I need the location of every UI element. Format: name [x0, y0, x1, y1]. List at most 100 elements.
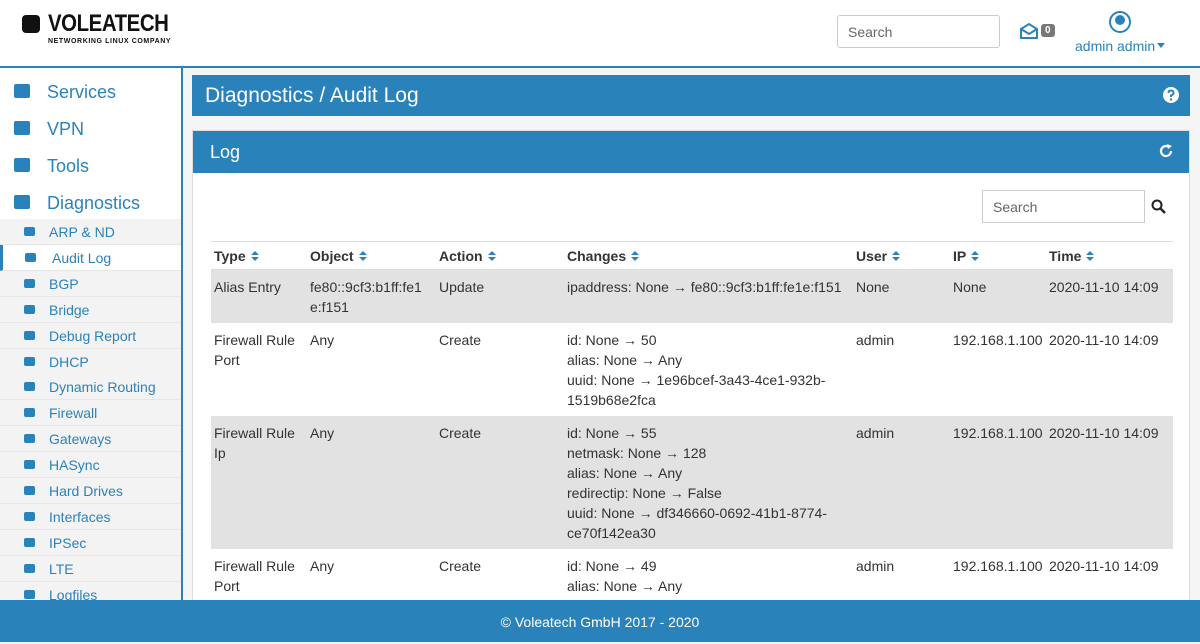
column-label: IP	[953, 247, 967, 264]
nav-item[interactable]: Firewall	[0, 400, 181, 427]
panel-header: Log	[193, 131, 1189, 173]
column-label: Changes	[567, 247, 627, 264]
cell: Firewall Rule Port	[214, 558, 295, 594]
cell: 2020-11-10 14:09	[1046, 269, 1173, 323]
nav-item[interactable]: Audit Log	[0, 244, 181, 271]
cell: Create	[439, 332, 482, 348]
cell: Firewall Rule Ip	[211, 416, 307, 549]
nav-icon	[24, 537, 35, 547]
nav-item[interactable]: ARP & ND	[0, 219, 181, 245]
cell: Update	[436, 269, 564, 323]
log-row: Alias Entry fe80::9cf3:b1ff:fe1e:f151 Upda…	[211, 269, 1173, 323]
cell: admin	[856, 558, 895, 574]
nav-icon	[14, 158, 30, 172]
cell: Firewall Rule Port	[214, 332, 295, 368]
cell: Any	[310, 558, 335, 574]
user-menu[interactable]: admin admin	[1075, 38, 1156, 54]
nav-icon	[24, 434, 35, 444]
nav-icon	[24, 589, 35, 599]
panel-title: Log	[210, 142, 241, 162]
change-line: alias: None → Any	[567, 578, 683, 594]
search-input[interactable]: Search	[837, 15, 1000, 48]
column-label: Object	[310, 247, 354, 264]
column-header[interactable]: Time	[1046, 241, 1173, 270]
nav-icon	[14, 84, 30, 98]
column-header[interactable]: Type	[211, 241, 307, 270]
sort-icon	[892, 250, 901, 261]
change-line: ipaddress: None → fe80::9cf3:b1ff:fe1e:f…	[567, 279, 842, 295]
nav-section[interactable]: Diagnostics	[0, 185, 181, 221]
cell: 2020-11-10 14:09	[1046, 416, 1173, 549]
log-row: Firewall Rule Port Any Create id: None → 50…	[211, 323, 1173, 416]
column-header[interactable]: IP	[950, 241, 1046, 270]
column-label: User	[856, 247, 888, 264]
brand[interactable]: VOLEATECH	[48, 10, 169, 37]
nav-icon	[25, 252, 36, 262]
nav-section[interactable]: Services	[0, 74, 181, 110]
nav-item[interactable]: Logfiles	[0, 581, 181, 600]
help-icon[interactable]	[1163, 87, 1179, 103]
cell: Alias Entry	[211, 269, 307, 323]
change-line: id: None → 55	[567, 425, 657, 441]
caret	[1157, 43, 1165, 48]
nav-item[interactable]: Bridge	[0, 296, 181, 323]
nav-icon	[24, 563, 35, 573]
nav-icon	[24, 408, 35, 418]
nav-item[interactable]: BGP	[0, 270, 181, 297]
nav-item[interactable]: Interfaces	[0, 503, 181, 530]
nav-item[interactable]: Debug Report	[0, 322, 181, 349]
cell: 2020-11-10 14:09	[1049, 332, 1159, 348]
column-header[interactable]: Changes	[564, 241, 853, 270]
column-label: Action	[439, 247, 483, 264]
nav-item[interactable]: LTE	[0, 555, 181, 582]
log-search[interactable]: Search	[982, 190, 1145, 223]
cell: Create	[436, 416, 564, 549]
sort-icon	[631, 250, 640, 261]
nav-section[interactable]: VPN	[0, 111, 181, 147]
mail-icon[interactable]	[1019, 22, 1039, 40]
nav-icon	[24, 382, 35, 392]
column-label: Type	[214, 247, 246, 264]
nav-icon	[24, 278, 35, 288]
cell: admin	[853, 416, 950, 549]
change-line: id: None → 50	[567, 332, 657, 348]
nav-icon	[24, 330, 35, 340]
change-line: id: None → 49	[567, 558, 657, 574]
nav-section[interactable]: Tools	[0, 148, 181, 184]
search-icon[interactable]	[1151, 199, 1166, 214]
cell: None	[950, 269, 1046, 323]
nav-icon	[24, 227, 35, 236]
page-title: Diagnostics / Audit Log	[192, 75, 1190, 116]
changes-cell: id: None → 55 netmask: None → 128 alias: N…	[564, 416, 853, 549]
column-header[interactable]: Action	[436, 241, 564, 270]
logo-icon	[22, 15, 40, 33]
column-header[interactable]: Object	[307, 241, 436, 270]
cell: None	[853, 269, 950, 323]
nav-icon	[24, 304, 35, 314]
refresh-icon[interactable]	[1159, 144, 1173, 158]
change-line: uuid: None → df346660-0692-41b1-8774-ce7…	[567, 505, 827, 541]
column-header[interactable]: User	[853, 241, 950, 270]
cell: fe80::9cf3:b1ff:fe1e:f151	[307, 269, 436, 323]
cell: 192.168.1.100	[953, 332, 1043, 348]
column-label: Time	[1049, 247, 1082, 264]
sidebar: Services VPN Tools Diagnostics ARP & ND Audit…	[0, 68, 183, 600]
nav-item[interactable]: Dynamic Routing	[0, 374, 181, 401]
cell: admin	[856, 332, 895, 348]
cell: 2020-11-10 14:09	[1049, 558, 1159, 574]
nav-icon	[14, 121, 30, 135]
page-title-text: Diagnostics / Audit Log	[205, 84, 419, 107]
top-bar: VOLEATECH NETWORKING LINUX COMPANY Searc…	[0, 0, 1200, 68]
tagline: NETWORKING LINUX COMPANY	[48, 38, 172, 45]
nav-item[interactable]: Gateways	[0, 426, 181, 453]
nav-item[interactable]: HASync	[0, 452, 181, 479]
nav-icon	[24, 511, 35, 521]
nav-item[interactable]: IPSec	[0, 529, 181, 556]
nav-icon	[14, 195, 30, 209]
change-line: netmask: None → 128	[567, 445, 707, 461]
change-line: uuid: None → 1e96bcef-3a43-4ce1-932b-151…	[567, 372, 826, 408]
nav-item[interactable]: Hard Drives	[0, 478, 181, 504]
avatar[interactable]	[1108, 10, 1132, 34]
nav-item[interactable]: DHCP	[0, 348, 181, 375]
